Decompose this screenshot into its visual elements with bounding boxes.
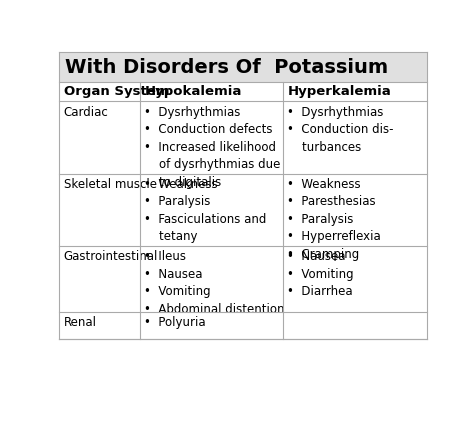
Text: Hypokalemia: Hypokalemia [145,85,242,98]
FancyBboxPatch shape [59,312,427,339]
FancyBboxPatch shape [59,82,427,101]
Text: •  Weakness
•  Paresthesias
•  Paralysis
•  Hyperreflexia
•  Cramping: • Weakness • Paresthesias • Paralysis • … [287,178,381,261]
FancyBboxPatch shape [59,52,427,82]
Text: •  Nausea
•  Vomiting
•  Diarrhea: • Nausea • Vomiting • Diarrhea [287,250,354,298]
Text: Gastrointestinal: Gastrointestinal [64,250,158,264]
Text: •  Polyuria: • Polyuria [144,316,205,329]
FancyBboxPatch shape [59,246,427,312]
Text: Organ System: Organ System [64,85,169,98]
Text: Renal: Renal [64,316,97,329]
Text: •  Weakness
•  Paralysis
•  Fasciculations and
    tetany: • Weakness • Paralysis • Fasciculations … [144,178,266,243]
Text: •  Dysrhythmias
•  Conduction dis-
    turbances: • Dysrhythmias • Conduction dis- turbanc… [287,106,393,153]
Text: Skeletal muscle: Skeletal muscle [64,178,157,191]
Text: Cardiac: Cardiac [64,106,109,118]
FancyBboxPatch shape [59,101,427,173]
Text: •  Ileus
•  Nausea
•  Vomiting
•  Abdominal distention: • Ileus • Nausea • Vomiting • Abdominal … [144,250,284,316]
Text: Hyperkalemia: Hyperkalemia [288,85,392,98]
Text: With Disorders Of  Potassium: With Disorders Of Potassium [65,58,388,77]
Text: •  Dysrhythmias
•  Conduction defects
•  Increased likelihood
    of dysrhythmia: • Dysrhythmias • Conduction defects • In… [144,106,280,189]
FancyBboxPatch shape [59,173,427,246]
